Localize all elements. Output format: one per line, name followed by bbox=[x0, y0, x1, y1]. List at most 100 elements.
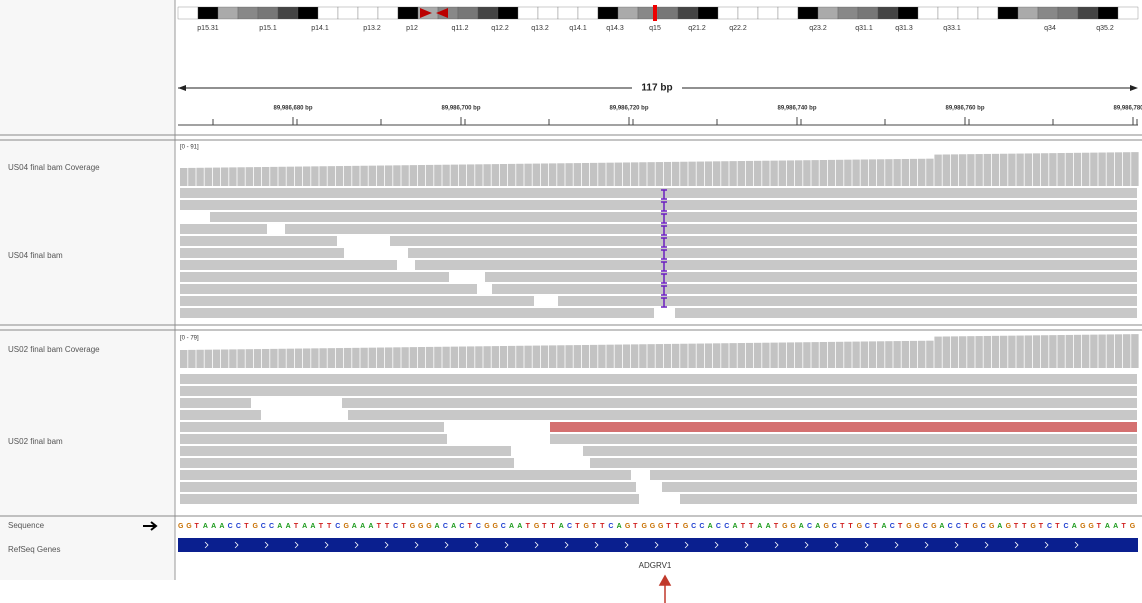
coverage-bar[interactable] bbox=[499, 346, 508, 368]
coverage-bar[interactable] bbox=[622, 162, 631, 186]
coverage-bar[interactable] bbox=[827, 159, 836, 186]
coverage-bar[interactable] bbox=[655, 344, 663, 368]
coverage-bar[interactable] bbox=[262, 166, 270, 186]
read[interactable] bbox=[180, 482, 636, 492]
coverage-bar[interactable] bbox=[688, 343, 696, 368]
coverage-bar[interactable] bbox=[426, 164, 434, 186]
coverage-bar[interactable] bbox=[229, 167, 237, 186]
coverage-bar[interactable] bbox=[786, 160, 795, 186]
coverage-bar[interactable] bbox=[819, 342, 827, 368]
coverage-bar[interactable] bbox=[1008, 153, 1016, 186]
coverage-bar[interactable] bbox=[729, 161, 737, 186]
coverage-bar[interactable] bbox=[458, 346, 467, 368]
coverage-bar[interactable] bbox=[721, 343, 729, 368]
coverage-bar[interactable] bbox=[188, 167, 196, 186]
coverage-bar[interactable] bbox=[639, 344, 647, 368]
coverage-bar[interactable] bbox=[860, 341, 868, 368]
coverage-bar[interactable] bbox=[1049, 335, 1057, 368]
coverage-bar[interactable] bbox=[754, 160, 762, 186]
coverage-bar[interactable] bbox=[1000, 153, 1008, 186]
coverage-bar[interactable] bbox=[319, 348, 327, 368]
coverage-bar[interactable] bbox=[1106, 334, 1114, 368]
coverage-bar[interactable] bbox=[212, 167, 221, 186]
coverage-bar[interactable] bbox=[1065, 152, 1073, 186]
coverage-bar[interactable] bbox=[557, 345, 565, 368]
read[interactable] bbox=[180, 446, 511, 456]
read[interactable] bbox=[390, 236, 1137, 246]
coverage-bar[interactable] bbox=[754, 342, 762, 368]
coverage-bar[interactable] bbox=[745, 160, 754, 186]
coverage-bar[interactable] bbox=[983, 335, 991, 368]
coverage-bar[interactable] bbox=[253, 349, 262, 368]
coverage-bar[interactable] bbox=[959, 154, 967, 186]
coverage-bar[interactable] bbox=[376, 347, 385, 368]
coverage-bar[interactable] bbox=[614, 162, 622, 186]
coverage-bar[interactable] bbox=[639, 162, 647, 186]
coverage-bar[interactable] bbox=[311, 348, 319, 368]
coverage-bar[interactable] bbox=[221, 167, 229, 186]
coverage-bar[interactable] bbox=[590, 162, 598, 186]
coverage-bar[interactable] bbox=[606, 344, 614, 368]
coverage-bar[interactable] bbox=[704, 343, 713, 368]
coverage-bar[interactable] bbox=[557, 163, 565, 186]
coverage-bar[interactable] bbox=[663, 343, 672, 368]
coverage-bar[interactable] bbox=[442, 346, 450, 368]
coverage-bar[interactable] bbox=[778, 342, 786, 368]
coverage-bar[interactable] bbox=[196, 349, 204, 368]
coverage-bar[interactable] bbox=[1131, 334, 1139, 368]
read[interactable] bbox=[180, 296, 534, 306]
read[interactable] bbox=[180, 188, 1137, 198]
coverage-bar[interactable] bbox=[901, 158, 909, 186]
coverage-bar[interactable] bbox=[368, 165, 376, 186]
coverage-bar[interactable] bbox=[1032, 335, 1041, 368]
read[interactable] bbox=[550, 422, 1137, 432]
coverage-bar[interactable] bbox=[893, 341, 901, 368]
coverage-bar[interactable] bbox=[672, 161, 680, 186]
coverage-bar[interactable] bbox=[844, 341, 852, 368]
coverage-bar[interactable] bbox=[286, 348, 294, 368]
coverage-bar[interactable] bbox=[918, 340, 926, 368]
coverage-bar[interactable] bbox=[245, 167, 253, 186]
coverage-bar[interactable] bbox=[1016, 335, 1024, 368]
coverage-bar[interactable] bbox=[1123, 334, 1131, 368]
coverage-bar[interactable] bbox=[655, 162, 663, 186]
coverage-bar[interactable] bbox=[598, 162, 606, 186]
coverage-bar[interactable] bbox=[868, 341, 877, 368]
coverage-bar[interactable] bbox=[1131, 152, 1139, 186]
coverage-bar[interactable] bbox=[508, 345, 516, 368]
coverage-bar[interactable] bbox=[245, 349, 253, 368]
read[interactable] bbox=[583, 446, 1137, 456]
read[interactable] bbox=[342, 398, 1137, 408]
coverage-bar[interactable] bbox=[376, 165, 385, 186]
coverage-bar[interactable] bbox=[549, 163, 557, 186]
coverage-bar[interactable] bbox=[393, 165, 401, 186]
read[interactable] bbox=[492, 284, 1137, 294]
read[interactable] bbox=[550, 434, 1137, 444]
coverage-bar[interactable] bbox=[237, 349, 245, 368]
coverage-bar[interactable] bbox=[385, 347, 393, 368]
coverage-bar[interactable] bbox=[573, 163, 581, 186]
coverage-bar[interactable] bbox=[950, 154, 959, 186]
coverage-bar[interactable] bbox=[680, 343, 688, 368]
coverage-bar[interactable] bbox=[885, 159, 893, 186]
coverage-bar[interactable] bbox=[549, 345, 557, 368]
read[interactable] bbox=[558, 296, 1137, 306]
coverage-bar[interactable] bbox=[581, 344, 590, 368]
read[interactable] bbox=[415, 260, 1137, 270]
coverage-bar[interactable] bbox=[524, 345, 532, 368]
read[interactable] bbox=[210, 212, 1137, 222]
coverage-bar[interactable] bbox=[278, 348, 286, 368]
coverage-bar[interactable] bbox=[327, 166, 335, 186]
read[interactable] bbox=[180, 248, 344, 258]
coverage-bar[interactable] bbox=[188, 349, 196, 368]
coverage-bar[interactable] bbox=[499, 164, 508, 186]
coverage-bar[interactable] bbox=[426, 346, 434, 368]
coverage-bar[interactable] bbox=[622, 344, 631, 368]
coverage-bar[interactable] bbox=[942, 154, 950, 186]
coverage-bar[interactable] bbox=[696, 161, 704, 186]
coverage-bar[interactable] bbox=[442, 164, 450, 186]
coverage-bar[interactable] bbox=[1049, 153, 1057, 186]
coverage-bar[interactable] bbox=[458, 164, 467, 186]
coverage-bar[interactable] bbox=[1041, 335, 1049, 368]
coverage-bar[interactable] bbox=[688, 161, 696, 186]
